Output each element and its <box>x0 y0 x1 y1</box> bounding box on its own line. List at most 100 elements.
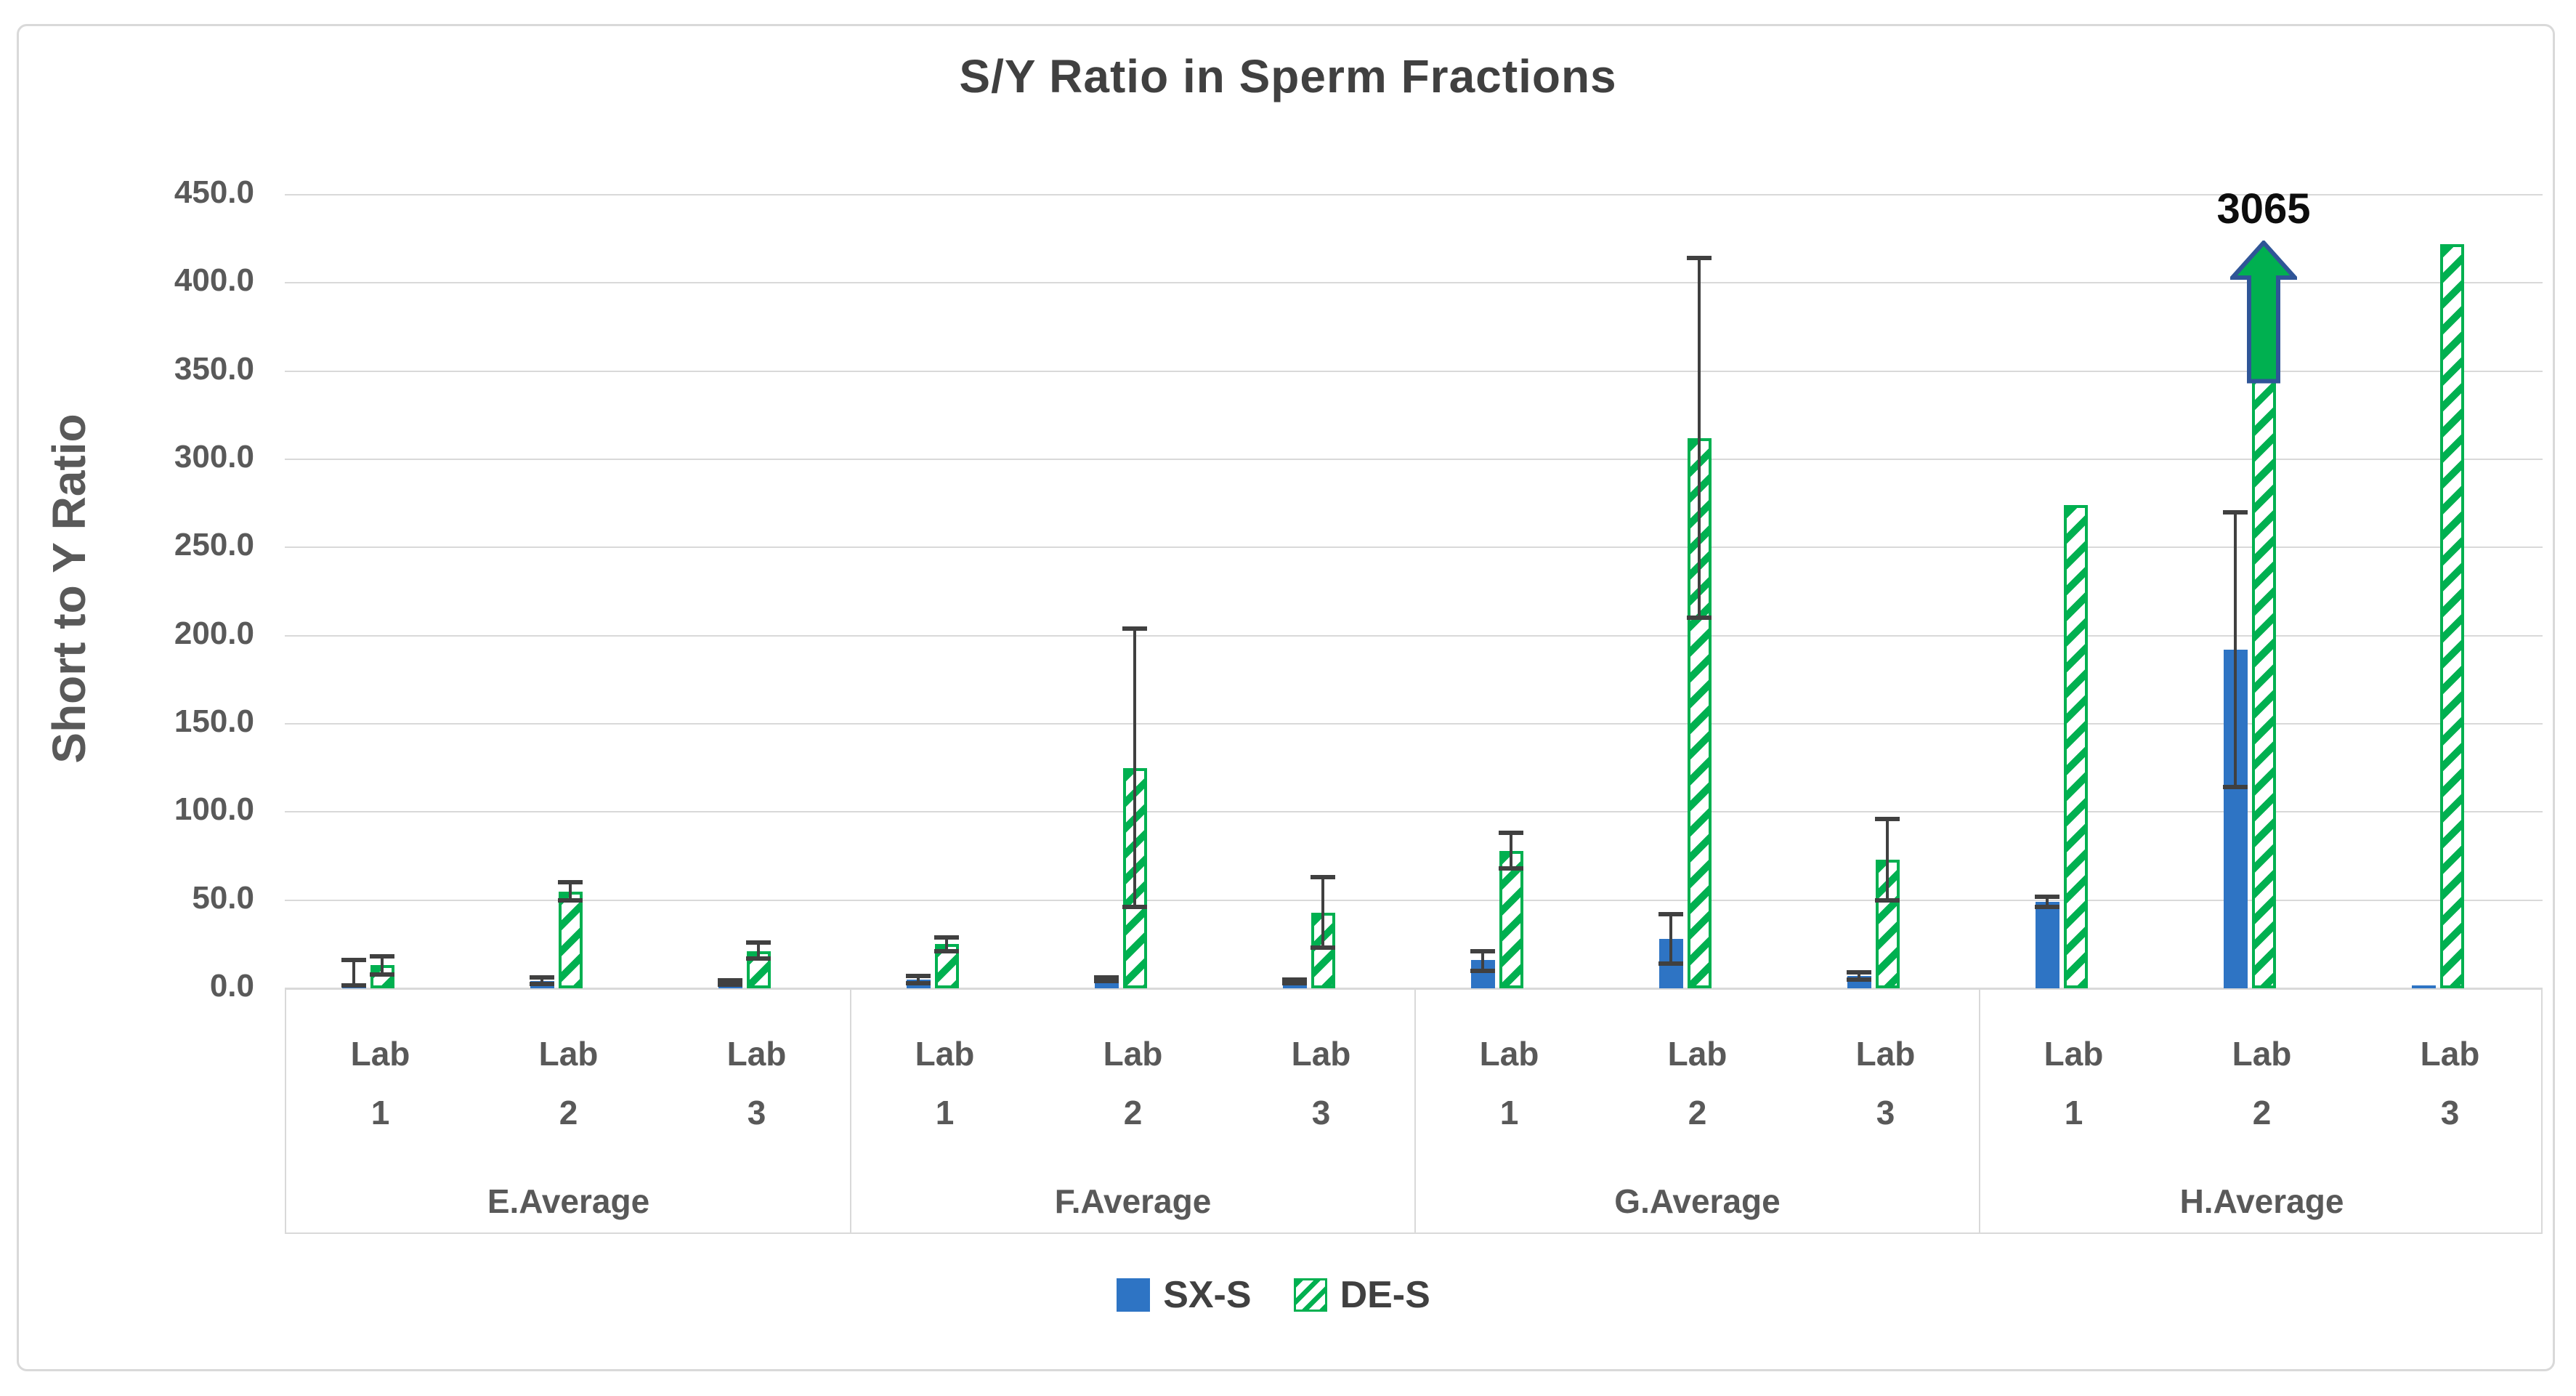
error-bar-cap <box>1658 961 1683 967</box>
error-bar-line <box>1510 833 1512 868</box>
category-group-label: F.Average <box>1054 1182 1212 1220</box>
gridline <box>285 282 2543 284</box>
error-bar-line <box>1886 819 1889 900</box>
gridline <box>285 634 2543 637</box>
category-group-label: E.Average <box>487 1182 650 1220</box>
error-bar-cap <box>558 880 583 885</box>
error-bar-line <box>1698 258 1701 618</box>
category-label: Lab 1 <box>1479 1035 1539 1131</box>
error-bar-cap <box>1847 977 1871 982</box>
legend-label-sxs: SX-S <box>1163 1274 1252 1316</box>
error-bar-cap <box>1470 968 1495 973</box>
category-group-divider <box>1414 990 1416 1232</box>
error-bar-line <box>945 937 948 952</box>
error-bar-cap <box>530 981 554 986</box>
category-label: Lab 3 <box>1291 1035 1351 1131</box>
error-bar-cap <box>934 949 959 954</box>
error-bar-cap <box>1499 866 1523 871</box>
error-bar-cap <box>1847 970 1871 975</box>
error-bar-cap <box>1875 817 1900 822</box>
error-bar-line <box>1481 951 1484 971</box>
category-label: Lab 2 <box>2232 1035 2292 1131</box>
category-group-divider <box>1979 990 1980 1232</box>
y-tick-label: 400.0 <box>174 262 254 299</box>
overflow-value-label: 3065 <box>2216 185 2311 233</box>
bar-des <box>2251 371 2276 988</box>
error-bar-cap <box>1122 626 1147 631</box>
error-bar-cap <box>1282 980 1307 985</box>
error-bar-line <box>1669 914 1672 964</box>
y-tick-label: 200.0 <box>174 615 254 651</box>
legend: SX-S DE-S <box>0 1273 2576 1317</box>
category-label: Lab 2 <box>1667 1035 1728 1131</box>
error-bar-cap <box>1311 945 1335 951</box>
gridline <box>285 988 2543 989</box>
error-bar-cap <box>1470 949 1495 954</box>
error-bar-cap <box>718 978 742 983</box>
error-bar-line <box>2234 512 2237 788</box>
bar-sxs <box>2035 902 2059 988</box>
gridline <box>285 194 2543 195</box>
chart-title: S/Y Ratio in Sperm Fractions <box>959 50 1617 102</box>
error-bar-cap <box>1499 831 1523 836</box>
error-bar-line <box>381 956 384 975</box>
error-bar-cap <box>1658 912 1683 917</box>
error-bar-cap <box>341 983 366 988</box>
error-bar-line <box>352 960 355 986</box>
category-group-label: H.Average <box>2179 1182 2344 1220</box>
y-tick-label: 300.0 <box>174 439 254 475</box>
error-bar-cap <box>746 956 771 961</box>
error-bar-cap <box>746 940 771 945</box>
category-label: Lab 1 <box>2044 1035 2104 1131</box>
error-bar-cap <box>934 935 959 940</box>
category-label: Lab 2 <box>538 1035 599 1131</box>
category-group-label: G.Average <box>1614 1182 1781 1220</box>
error-bar-cap <box>2223 509 2248 515</box>
legend-swatch-des <box>1293 1278 1327 1312</box>
y-tick-label: 350.0 <box>174 350 254 387</box>
category-label: Lab 3 <box>1855 1035 1916 1131</box>
error-bar-line <box>569 882 572 900</box>
error-bar-line <box>729 980 732 985</box>
error-bar-cap <box>558 897 583 903</box>
bar-des <box>2063 505 2088 988</box>
error-bar-cap <box>906 980 931 985</box>
error-bar-cap <box>1094 979 1119 984</box>
category-group-divider <box>850 990 851 1232</box>
gridline <box>285 811 2543 813</box>
error-bar-cap <box>370 972 394 977</box>
gridline <box>285 546 2543 549</box>
error-bar-cap <box>1122 905 1147 910</box>
error-bar-line <box>1321 877 1324 948</box>
y-tick-label: 0.0 <box>209 968 254 1004</box>
error-bar-line <box>1858 972 1860 980</box>
error-bar-cap <box>1687 256 1712 261</box>
error-bar-cap <box>2035 894 2059 899</box>
bar-sxs <box>2411 985 2436 988</box>
error-bar-cap <box>2035 905 2059 910</box>
error-bar-line <box>1133 628 1136 908</box>
gridline <box>285 899 2543 901</box>
overflow-arrow-icon <box>2230 241 2297 384</box>
error-bar-cap <box>2223 785 2248 790</box>
category-label: Lab 1 <box>915 1035 975 1131</box>
category-label: Lab 2 <box>1103 1035 1163 1131</box>
error-bar-cap <box>370 954 394 959</box>
y-tick-label: 50.0 <box>192 879 254 916</box>
bar-des <box>2439 243 2464 988</box>
error-bar-cap <box>530 975 554 980</box>
y-tick-label: 100.0 <box>174 791 254 828</box>
bar-des <box>1499 850 1523 988</box>
error-bar-cap <box>1311 875 1335 880</box>
error-bar-line <box>2046 896 2049 908</box>
error-bar-cap <box>718 983 742 988</box>
gridline <box>285 459 2543 460</box>
y-tick-label: 150.0 <box>174 703 254 739</box>
category-label: Lab 3 <box>2420 1035 2480 1131</box>
bar-des <box>558 891 583 988</box>
error-bar-cap <box>906 974 931 978</box>
error-bar-cap <box>1094 975 1119 980</box>
error-bar-line <box>917 976 920 983</box>
error-bar-cap <box>1282 977 1307 982</box>
